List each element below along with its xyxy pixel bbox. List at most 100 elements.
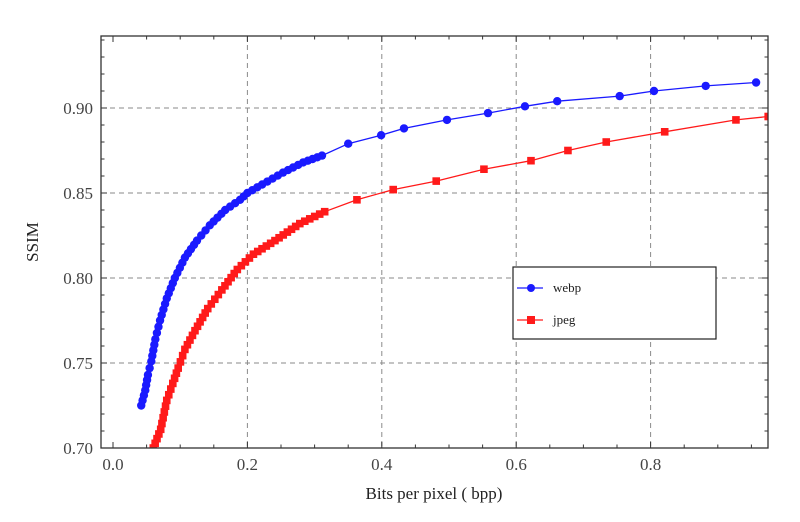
square-marker-icon xyxy=(527,316,535,324)
data-point xyxy=(527,156,535,165)
data-point xyxy=(196,318,204,326)
y-axis-title: SSIM xyxy=(23,222,42,262)
data-point xyxy=(751,78,761,87)
data-point xyxy=(317,151,327,160)
legend-box xyxy=(512,266,717,340)
legend-label-jpeg: jpeg xyxy=(552,312,576,327)
data-point xyxy=(480,165,488,173)
data-point xyxy=(271,236,279,245)
data-point xyxy=(310,212,319,221)
data-point xyxy=(305,215,314,223)
data-point xyxy=(169,379,177,388)
data-point xyxy=(283,228,292,236)
data-point xyxy=(203,304,212,313)
data-point xyxy=(764,112,768,121)
data-point xyxy=(170,374,179,383)
data-point xyxy=(176,358,185,366)
data-point xyxy=(145,363,154,373)
data-point xyxy=(221,282,229,290)
data-point xyxy=(660,128,669,136)
series-jpeg xyxy=(149,112,768,448)
legend: webp jpeg xyxy=(512,266,717,340)
legend-item-jpeg: jpeg xyxy=(517,312,576,327)
data-point xyxy=(344,139,353,148)
data-point xyxy=(701,81,710,91)
data-point xyxy=(732,116,740,124)
data-point xyxy=(279,231,288,239)
data-point xyxy=(564,146,572,155)
data-point xyxy=(233,265,242,274)
data-point xyxy=(227,273,235,282)
y-tick-labels: 0.70 0.75 0.80 0.85 0.90 xyxy=(63,99,93,458)
x-tick-label: 0.4 xyxy=(371,455,393,474)
data-point xyxy=(296,219,304,228)
data-point xyxy=(198,313,207,322)
x-tick-label: 0.2 xyxy=(237,455,258,474)
data-point xyxy=(399,124,409,133)
data-point xyxy=(159,413,167,422)
grid-lines xyxy=(101,36,768,448)
data-point xyxy=(201,309,209,317)
data-point xyxy=(253,247,262,256)
y-tick-label: 0.80 xyxy=(63,269,93,288)
data-point xyxy=(315,210,324,218)
y-tick-label: 0.75 xyxy=(63,354,93,373)
data-point xyxy=(161,402,170,410)
data-point xyxy=(193,322,202,331)
data-point xyxy=(615,91,624,101)
data-point xyxy=(224,277,232,286)
data-point xyxy=(207,300,216,308)
data-point xyxy=(483,108,493,118)
x-tick-label: 0.0 xyxy=(102,455,123,474)
data-point xyxy=(266,239,275,248)
data-point xyxy=(432,177,441,185)
data-point xyxy=(153,434,161,443)
axis-ticks xyxy=(101,36,768,449)
legend-item-webp: webp xyxy=(517,280,581,295)
y-tick-label: 0.70 xyxy=(63,439,93,458)
data-point xyxy=(151,439,159,448)
data-point xyxy=(520,102,530,111)
x-tick-label: 0.8 xyxy=(640,455,661,474)
data-point xyxy=(218,286,226,294)
data-point xyxy=(552,97,562,106)
data-point xyxy=(275,233,283,242)
data-point xyxy=(160,408,169,416)
data-point xyxy=(158,419,166,428)
circle-marker-icon xyxy=(527,284,535,292)
data-point xyxy=(291,222,300,231)
data-point xyxy=(166,385,175,393)
data-point xyxy=(164,390,173,399)
data-point xyxy=(300,217,309,226)
plot-frame xyxy=(100,35,769,449)
data-point xyxy=(320,207,329,216)
data-point xyxy=(162,396,171,405)
data-point xyxy=(188,331,197,340)
data-point xyxy=(353,196,361,204)
data-point xyxy=(237,261,246,270)
y-tick-label: 0.90 xyxy=(63,99,93,118)
data-point xyxy=(178,351,187,360)
data-point xyxy=(172,369,181,377)
data-point xyxy=(442,115,452,125)
data-point xyxy=(181,345,189,354)
data-point xyxy=(183,340,192,349)
data-point xyxy=(156,425,165,434)
data-point xyxy=(143,370,153,380)
data-point xyxy=(376,131,386,140)
data-point xyxy=(389,185,398,194)
data-point xyxy=(174,364,182,372)
data-point xyxy=(186,336,194,344)
series-layer xyxy=(137,78,768,448)
data-point xyxy=(211,295,219,304)
data-point xyxy=(287,225,296,234)
series-webp xyxy=(137,78,761,410)
data-point xyxy=(262,242,271,250)
y-tick-label: 0.85 xyxy=(63,184,93,203)
data-point xyxy=(602,138,611,146)
x-tick-label: 0.6 xyxy=(506,455,527,474)
data-point xyxy=(230,269,239,278)
data-point xyxy=(241,258,250,266)
data-point xyxy=(155,430,163,438)
data-point xyxy=(214,290,223,299)
